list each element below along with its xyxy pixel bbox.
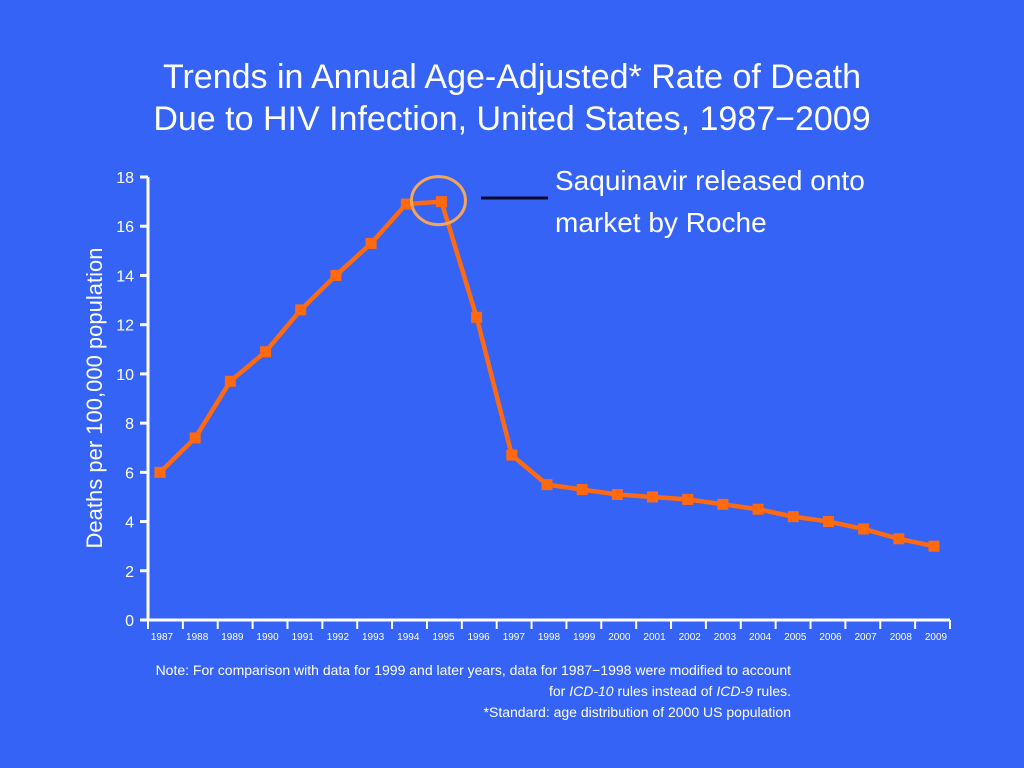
annotation-line-2: market by Roche — [555, 207, 767, 238]
x-tick-label: 2002 — [679, 632, 702, 643]
y-tick-label: 4 — [125, 515, 134, 532]
chart-title: Trends in Annual Age-Adjusted* Rate of D… — [0, 56, 1024, 140]
x-tick-label: 1997 — [503, 632, 526, 643]
data-point-1990 — [260, 346, 272, 358]
data-point-2006 — [822, 516, 834, 528]
x-tick-label: 2009 — [925, 632, 948, 643]
x-tick-label: 2000 — [608, 632, 631, 643]
x-tick-label: 2005 — [784, 632, 807, 643]
data-point-1996 — [471, 311, 483, 323]
annotation: Saquinavir released onto market by Roche — [555, 160, 865, 244]
note-text: for — [548, 683, 570, 699]
note-icd9: ICD-9 — [716, 683, 753, 699]
y-tick-label: 12 — [116, 318, 134, 335]
data-point-2007 — [858, 523, 870, 535]
x-tick-label: 1999 — [573, 632, 596, 643]
x-tick-label: 2001 — [643, 632, 666, 643]
x-tick-label: 1996 — [468, 632, 491, 643]
x-tick-label: 1988 — [186, 632, 209, 643]
data-point-2004 — [752, 503, 764, 515]
x-tick-label: 1992 — [327, 632, 350, 643]
data-point-2001 — [647, 491, 659, 503]
data-point-2003 — [717, 498, 729, 510]
note-line-3: *Standard: age distribution of 2000 US p… — [483, 704, 791, 720]
data-point-1988 — [189, 432, 201, 444]
x-tick-label: 1987 — [151, 632, 174, 643]
note-line-1: Note: For comparison with data for 1999 … — [155, 662, 791, 678]
x-tick-label: 1994 — [397, 632, 420, 643]
data-point-2009 — [928, 540, 940, 552]
y-tick-label: 8 — [125, 416, 134, 433]
data-point-1993 — [365, 237, 377, 249]
data-point-1999 — [576, 484, 588, 496]
y-tick-label: 10 — [116, 367, 134, 384]
x-tick-label: 2003 — [714, 632, 737, 643]
note-text: rules. — [752, 683, 791, 699]
data-point-1989 — [224, 375, 236, 387]
y-tick-label: 0 — [125, 613, 134, 630]
y-tick-label: 14 — [116, 268, 134, 285]
annotation-line-1: Saquinavir released onto — [555, 165, 865, 196]
data-point-1998 — [541, 479, 553, 491]
data-point-1994 — [400, 198, 412, 210]
note-icd10: ICD-10 — [569, 683, 614, 699]
title-line-1: Trends in Annual Age-Adjusted* Rate of D… — [162, 58, 862, 96]
y-axis-label: Deaths per 100,000 population — [82, 248, 107, 549]
data-point-2008 — [893, 533, 905, 545]
data-point-2002 — [682, 493, 694, 505]
x-tick-label: 1993 — [362, 632, 385, 643]
y-tick-label: 2 — [125, 564, 134, 581]
x-tick-label: 2007 — [855, 632, 878, 643]
x-tick-label: 1991 — [292, 632, 315, 643]
data-point-2000 — [611, 488, 623, 500]
y-tick-label: 18 — [116, 170, 134, 187]
data-point-1987 — [154, 466, 166, 478]
x-tick-label: 1998 — [538, 632, 561, 643]
y-tick-label: 6 — [125, 465, 134, 482]
x-tick-label: 2004 — [749, 632, 772, 643]
y-tick-label: 16 — [116, 219, 134, 236]
x-tick-label: 1995 — [432, 632, 455, 643]
note-line-2: for ICD-10 rules instead of ICD-9 rules. — [156, 681, 791, 702]
note-text: rules instead of — [613, 683, 717, 699]
footnote: Note: For comparison with data for 1999 … — [156, 660, 791, 723]
x-tick-label: 1990 — [256, 632, 279, 643]
data-point-2005 — [787, 511, 799, 523]
highlight-circle — [409, 175, 467, 227]
x-tick-label: 2008 — [890, 632, 913, 643]
data-point-1991 — [295, 304, 307, 316]
data-point-1997 — [506, 449, 518, 461]
data-point-1995 — [435, 196, 447, 208]
series-line — [158, 199, 935, 549]
data-point-1992 — [330, 269, 342, 281]
title-line-2: Due to HIV Infection, United States, 198… — [153, 100, 871, 138]
x-tick-label: 1989 — [221, 632, 244, 643]
x-tick-label: 2006 — [819, 632, 842, 643]
